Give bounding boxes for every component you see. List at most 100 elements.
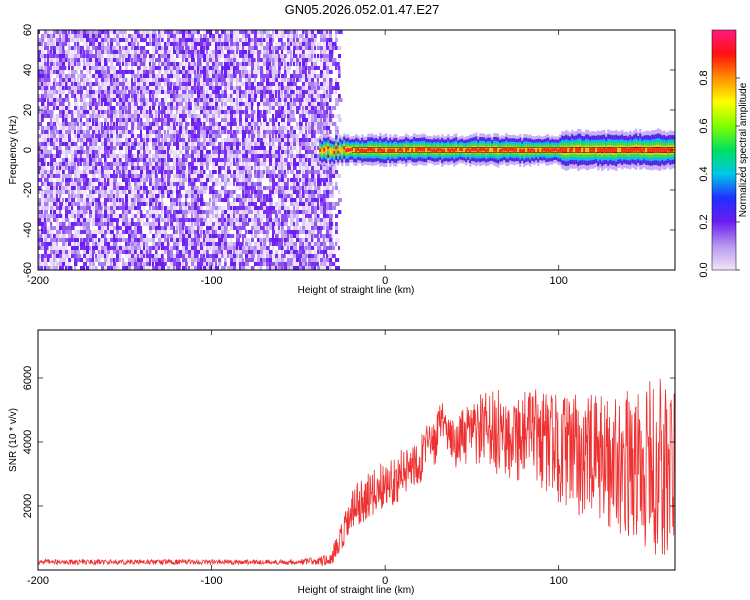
noise-cell	[140, 230, 143, 234]
noise-cell	[293, 234, 296, 238]
noise-cell	[98, 174, 101, 178]
noise-cell	[92, 202, 94, 206]
noise-cell	[251, 82, 256, 86]
noise-cell	[179, 102, 183, 106]
noise-cell	[116, 194, 120, 198]
noise-cell	[197, 94, 201, 98]
noise-cell	[164, 218, 167, 222]
noise-cell	[266, 210, 271, 214]
noise-cell	[311, 122, 316, 126]
noise-cell	[263, 242, 267, 246]
noise-cell	[284, 166, 287, 170]
noise-cell	[47, 170, 52, 174]
noise-cell	[119, 218, 122, 222]
noise-cell	[212, 146, 215, 150]
noise-cell	[41, 150, 44, 154]
noise-cell	[302, 42, 307, 46]
noise-cell	[140, 226, 143, 230]
noise-cell	[179, 38, 182, 42]
noise-cell	[170, 98, 174, 102]
noise-cell	[149, 178, 152, 182]
noise-cell	[101, 30, 106, 34]
noise-cell	[245, 210, 249, 214]
noise-cell	[215, 38, 218, 42]
noise-cell	[191, 82, 195, 86]
noise-cell	[311, 134, 316, 138]
noise-cell	[287, 142, 291, 146]
noise-cell	[65, 50, 70, 54]
noise-cell	[230, 82, 233, 86]
noise-cell	[44, 46, 48, 50]
noise-cell	[209, 170, 212, 174]
noise-cell	[275, 94, 278, 98]
noise-cell	[161, 58, 164, 62]
noise-cell	[323, 54, 327, 58]
noise-cell	[149, 114, 154, 118]
noise-cell	[203, 242, 206, 246]
noise-cell	[146, 114, 151, 118]
noise-cell	[281, 206, 286, 210]
noise-cell	[269, 218, 273, 222]
noise-cell	[200, 158, 205, 162]
noise-cell	[287, 146, 290, 150]
noise-cell	[92, 174, 96, 178]
noise-cell	[317, 178, 321, 182]
noise-cell	[230, 86, 234, 90]
noise-cell	[311, 226, 316, 230]
noise-cell	[242, 206, 246, 210]
noise-cell	[173, 190, 176, 194]
noise-cell	[71, 210, 74, 214]
noise-cell	[53, 50, 57, 54]
noise-cell	[65, 106, 69, 110]
noise-cell	[254, 70, 258, 74]
noise-cell	[119, 190, 124, 194]
noise-cell	[155, 86, 159, 90]
noise-cell	[188, 234, 193, 238]
noise-cell	[191, 174, 194, 178]
noise-cell	[323, 130, 326, 134]
noise-cell	[158, 202, 162, 206]
noise-cell	[236, 30, 239, 34]
noise-cell	[275, 42, 280, 46]
noise-cell	[224, 250, 228, 254]
noise-cell	[116, 142, 119, 146]
noise-cell	[326, 254, 329, 258]
noise-cell	[110, 42, 114, 46]
noise-cell	[116, 182, 120, 186]
noise-cell	[206, 62, 210, 66]
noise-cell	[191, 206, 195, 210]
noise-cell	[71, 206, 74, 210]
noise-cell	[278, 114, 282, 118]
noise-cell	[221, 110, 226, 114]
noise-cell	[242, 146, 247, 150]
noise-cell	[128, 238, 132, 242]
noise-cell	[230, 126, 233, 130]
noise-cell	[260, 170, 265, 174]
noise-cell	[251, 238, 254, 242]
noise-cell	[116, 226, 120, 230]
noise-cell	[158, 106, 160, 110]
noise-cell	[260, 30, 264, 34]
noise-cell	[125, 130, 129, 134]
noise-cell	[167, 66, 172, 70]
noise-cell	[137, 190, 140, 194]
noise-cell	[281, 78, 284, 82]
noise-cell	[308, 202, 313, 206]
noise-cell	[44, 66, 47, 70]
noise-cell	[185, 66, 188, 70]
noise-cell	[311, 174, 315, 178]
noise-cell	[200, 170, 203, 174]
noise-cell	[95, 218, 100, 222]
noise-cell	[320, 30, 324, 34]
noise-cell	[293, 230, 298, 234]
noise-cell	[263, 122, 268, 126]
noise-cell	[251, 50, 254, 54]
noise-cell	[194, 254, 199, 258]
noise-cell	[323, 122, 327, 126]
noise-cell	[230, 146, 235, 150]
noise-cell	[257, 102, 261, 106]
noise-cell	[179, 150, 183, 154]
noise-cell	[38, 30, 40, 34]
noise-cell	[302, 222, 307, 226]
noise-cell	[299, 190, 302, 194]
